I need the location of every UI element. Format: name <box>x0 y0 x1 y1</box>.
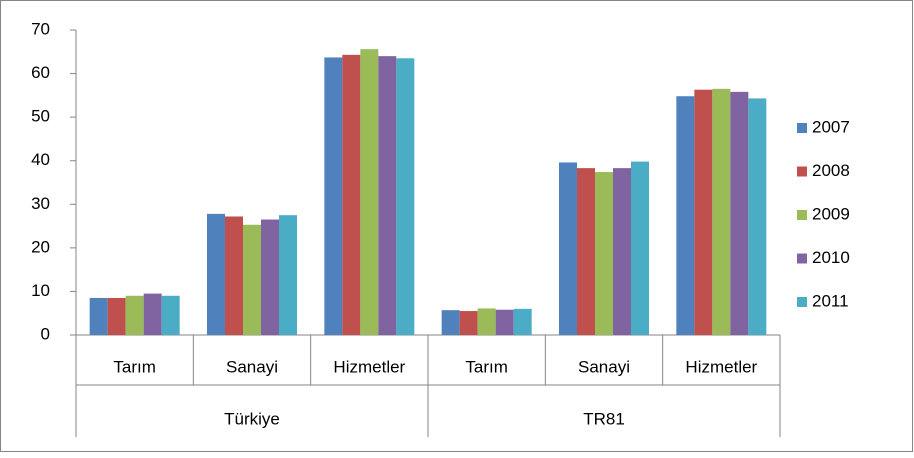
bar <box>559 162 577 335</box>
y-tick-label: 20 <box>31 237 50 256</box>
bar <box>225 216 243 335</box>
bar <box>207 213 225 335</box>
legend-swatch <box>797 210 807 220</box>
legend-swatch <box>797 253 807 264</box>
x-tick-label: Tarım <box>465 357 508 376</box>
bar <box>125 295 144 335</box>
legend-label: 2008 <box>812 161 850 180</box>
x-tick-label: Sanayi <box>578 357 630 376</box>
bar <box>378 56 397 336</box>
bar <box>143 293 162 335</box>
bar <box>324 57 343 335</box>
bar <box>161 295 180 335</box>
legend-label: 2007 <box>812 117 850 136</box>
legend-label: 2011 <box>812 291 849 310</box>
y-tick-label: 40 <box>31 150 50 169</box>
legend-swatch <box>797 123 807 133</box>
bar <box>477 308 496 335</box>
bar <box>595 172 613 335</box>
group-label: Türkiye <box>224 409 280 428</box>
bar <box>748 98 767 336</box>
bar <box>261 219 279 335</box>
bar <box>360 49 379 336</box>
group-label: TR81 <box>583 409 625 428</box>
x-tick-label: Sanayi <box>226 357 278 376</box>
y-tick-label: 30 <box>31 194 50 213</box>
y-tick-label: 0 <box>41 324 50 343</box>
bar <box>243 224 261 335</box>
bar <box>694 89 713 335</box>
x-tick-label: Tarım <box>113 357 156 376</box>
y-tick-label: 50 <box>31 107 50 126</box>
x-tick-label: Hizmetler <box>333 357 405 376</box>
bar <box>577 168 595 335</box>
legend-swatch <box>797 297 807 307</box>
y-tick-label: 10 <box>31 281 50 300</box>
bar <box>107 297 126 335</box>
bar <box>495 309 514 335</box>
bar <box>730 91 749 335</box>
bar <box>441 310 460 335</box>
bar <box>459 311 478 335</box>
y-tick-label: 60 <box>31 63 50 82</box>
legend-label: 2010 <box>812 248 850 267</box>
y-tick-label: 70 <box>31 19 50 38</box>
legend-label: 2009 <box>812 204 850 223</box>
bar <box>613 168 631 335</box>
legend-swatch <box>797 166 807 177</box>
bar <box>712 88 731 335</box>
bar <box>342 54 361 335</box>
x-tick-label: Hizmetler <box>685 357 757 376</box>
bar <box>279 215 297 335</box>
bar <box>396 58 415 335</box>
bar <box>513 308 532 335</box>
bar <box>89 297 108 335</box>
bar <box>631 161 649 335</box>
bar <box>676 96 695 335</box>
